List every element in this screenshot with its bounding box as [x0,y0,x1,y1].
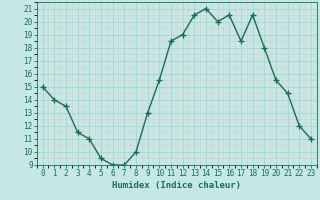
X-axis label: Humidex (Indice chaleur): Humidex (Indice chaleur) [112,181,241,190]
